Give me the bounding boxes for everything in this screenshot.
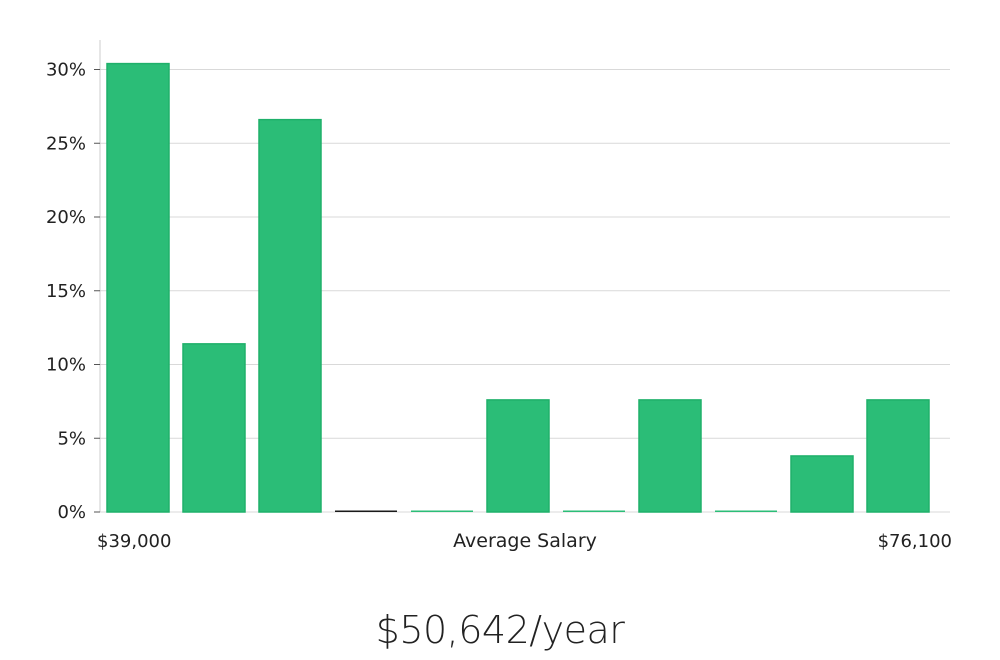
salary-histogram: 0% 5% 10% 15% 20% 25% 30% $39,000 Average Sala… xyxy=(46,40,952,552)
bars xyxy=(106,62,930,513)
bar xyxy=(182,343,246,513)
bar xyxy=(486,399,550,513)
bar xyxy=(638,399,702,513)
bar xyxy=(866,399,930,513)
y-tick-label: 30% xyxy=(46,60,86,81)
y-tick-label: 15% xyxy=(46,281,86,302)
bar xyxy=(715,510,777,512)
y-tick-label: 5% xyxy=(57,428,86,449)
bar xyxy=(411,510,473,512)
x-axis-min-label: $39,000 xyxy=(97,531,171,552)
bar xyxy=(106,62,170,513)
y-tick-label: 20% xyxy=(46,207,86,228)
y-tick-label: 10% xyxy=(46,355,86,376)
bar xyxy=(335,510,397,512)
x-axis-title: Average Salary xyxy=(453,530,597,552)
bar xyxy=(563,510,625,512)
y-tick-label: 0% xyxy=(57,502,86,523)
average-salary-value: $50,642/year xyxy=(375,608,625,652)
y-axis-ticks: 0% 5% 10% 15% 20% 25% 30% xyxy=(46,60,100,523)
bar xyxy=(790,455,854,513)
x-axis-max-label: $76,100 xyxy=(878,531,952,552)
bar xyxy=(258,118,322,513)
y-tick-label: 25% xyxy=(46,133,86,154)
